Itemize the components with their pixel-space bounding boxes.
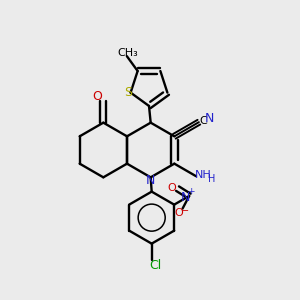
Text: S: S bbox=[124, 86, 132, 99]
Text: C: C bbox=[199, 116, 207, 126]
Text: O: O bbox=[92, 91, 102, 103]
Text: −: − bbox=[181, 206, 189, 216]
Text: N: N bbox=[146, 173, 155, 187]
Text: O: O bbox=[174, 208, 183, 218]
Text: N: N bbox=[205, 112, 214, 125]
Text: +: + bbox=[188, 187, 195, 196]
Text: N: N bbox=[181, 191, 190, 204]
Text: Cl: Cl bbox=[149, 259, 161, 272]
Text: NH: NH bbox=[195, 170, 212, 181]
Text: O: O bbox=[167, 183, 176, 193]
Text: H: H bbox=[208, 175, 216, 184]
Text: CH₃: CH₃ bbox=[117, 48, 138, 58]
